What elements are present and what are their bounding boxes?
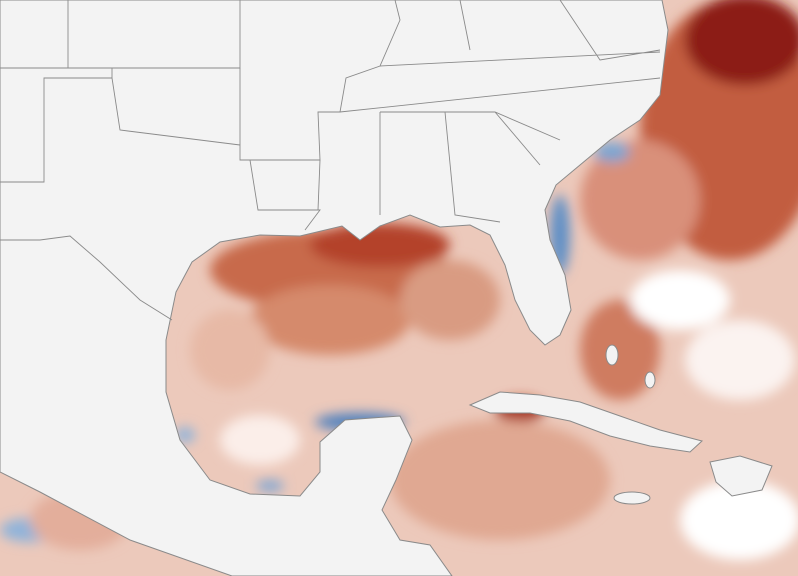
map-patch — [580, 300, 660, 400]
land — [0, 0, 773, 576]
map-patch — [580, 140, 700, 260]
map-patch — [685, 320, 795, 400]
map-shape — [67, 0, 241, 69]
bahamas — [605, 344, 619, 366]
cuba — [468, 391, 704, 453]
map-patch — [685, 0, 798, 85]
map-shape — [0, 67, 113, 183]
map-patch — [190, 310, 270, 390]
north-america — [0, 0, 669, 576]
jamaica — [613, 491, 651, 505]
map-shape — [317, 111, 501, 223]
map-patch — [630, 270, 730, 330]
hispaniola — [709, 455, 773, 497]
state-borders — [0, 0, 661, 321]
map-patch — [220, 415, 300, 465]
bahamas — [644, 371, 656, 389]
map-patch — [250, 285, 410, 355]
map-patch — [390, 420, 610, 540]
map-shape — [111, 77, 241, 146]
map-patch — [400, 260, 500, 340]
map-shape — [249, 159, 321, 231]
map-shape — [339, 77, 661, 166]
map-shape — [379, 0, 661, 67]
map-patch — [594, 142, 630, 162]
map-patch — [680, 480, 798, 560]
map-patch — [310, 223, 450, 267]
map-patch — [256, 480, 284, 492]
map-shape — [0, 235, 173, 321]
